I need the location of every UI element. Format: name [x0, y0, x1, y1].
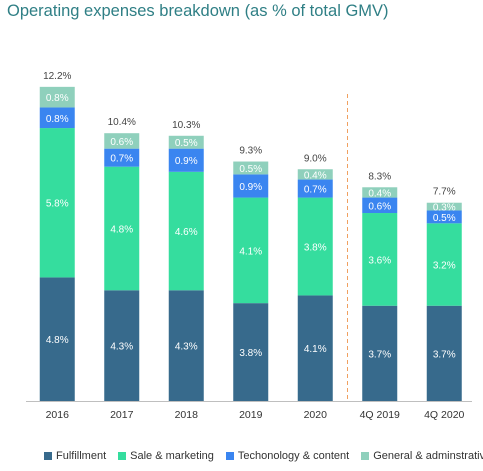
bar-data-label: 4.1%	[304, 344, 327, 355]
chart-title: Operating expenses breakdown (as % of to…	[7, 2, 389, 20]
bar-data-label: 0.5%	[239, 164, 262, 175]
x-tick-label: 2016	[46, 409, 70, 421]
legend-swatch	[118, 452, 127, 460]
bar-segment	[426, 202, 462, 211]
x-tick-label: 4Q 2020	[424, 409, 464, 421]
bar-data-label: 5.8%	[46, 199, 69, 210]
bar-data-label: 3.6%	[368, 255, 391, 266]
bar-data-label: 4.8%	[46, 335, 69, 346]
bar-segment	[39, 128, 75, 278]
chart-legend: Fulfillment Sale & marketing Techonology &…	[44, 450, 483, 462]
legend-swatch	[225, 452, 234, 460]
bar-segment	[233, 303, 269, 401]
bar-segment	[362, 305, 398, 401]
bar-segment	[104, 133, 140, 149]
bar-data-label: 0.7%	[304, 185, 327, 196]
bar-data-label: 3.7%	[368, 349, 391, 360]
bar-segment	[233, 174, 269, 198]
bar-data-label: 0.8%	[46, 93, 69, 104]
bar-segment	[168, 290, 204, 401]
bar-data-label: 4.6%	[175, 227, 198, 238]
bar-data-label: 0.8%	[46, 114, 69, 125]
bar-segment	[168, 148, 204, 172]
bar-segment	[362, 187, 398, 198]
bar-data-label: 0.9%	[239, 182, 262, 193]
bar-segment	[39, 277, 75, 401]
bar-segment	[297, 169, 333, 180]
bar-data-label: 0.9%	[175, 156, 198, 167]
bar-segment	[233, 197, 269, 304]
bar-segment	[297, 295, 333, 401]
x-tick-label: 2018	[175, 409, 199, 421]
bar-data-label: 3.7%	[433, 349, 456, 360]
x-tick-label: 4Q 2019	[360, 409, 400, 421]
bar-data-label: 4.8%	[110, 224, 133, 235]
legend-label: General & adminstrative	[373, 450, 483, 462]
bar-segment	[39, 107, 75, 129]
bar-data-label: 3.8%	[239, 348, 262, 359]
legend-item: Fulfillment	[44, 450, 106, 462]
bar-total-label: 10.4%	[108, 117, 136, 128]
bar-segment	[297, 179, 333, 198]
bar-segment	[168, 135, 204, 149]
legend-item: Sale & marketing	[118, 450, 214, 462]
legend-swatch	[361, 452, 370, 460]
bar-segment	[39, 86, 75, 108]
legend-label: Fulfillment	[56, 450, 107, 462]
bar-segment	[426, 305, 462, 401]
bar-total-label: 10.3%	[172, 120, 200, 131]
bar-segment	[168, 171, 204, 291]
bar-segment	[297, 197, 333, 296]
bar-segment	[104, 290, 140, 401]
bar-total-label: 12.2%	[43, 71, 71, 82]
bar-segment	[426, 210, 462, 224]
legend-item: Techonology & content	[225, 450, 350, 462]
bar-data-label: 0.5%	[433, 213, 456, 224]
bar-data-label: 4.1%	[239, 246, 262, 257]
bar-data-label: 0.6%	[368, 201, 391, 212]
bar-segment	[362, 213, 398, 306]
x-tick-label: 2019	[239, 409, 263, 421]
legend-item: General & adminstrative	[361, 450, 483, 462]
bar-data-label: 3.8%	[304, 243, 327, 254]
bar-segment	[426, 223, 462, 306]
bar-data-label: 0.7%	[110, 154, 133, 165]
bar-data-label: 3.2%	[433, 261, 456, 272]
x-tick-label: 2020	[304, 409, 328, 421]
bar-total-label: 9.3%	[239, 146, 262, 157]
legend-label: Sale & marketing	[130, 450, 214, 462]
bar-segment	[104, 148, 140, 167]
bar-segment	[362, 197, 398, 214]
bar-data-label: 0.5%	[175, 138, 198, 149]
x-tick-label: 2017	[110, 409, 134, 421]
legend-swatch	[44, 452, 52, 460]
bar-data-label: 0.4%	[368, 188, 391, 199]
bar-data-label: 0.3%	[433, 203, 456, 214]
bar-segment	[233, 161, 269, 175]
bar-segment	[104, 166, 140, 291]
bar-data-label: 4.3%	[175, 342, 198, 353]
bar-total-label: 7.7%	[433, 187, 456, 198]
bar-data-label: 4.3%	[110, 342, 133, 353]
bar-data-label: 0.6%	[110, 137, 133, 148]
bar-data-label: 0.4%	[304, 170, 327, 181]
bar-total-label: 9.0%	[304, 153, 327, 164]
legend-label: Techonology & content	[237, 450, 350, 462]
bar-total-label: 8.3%	[368, 171, 391, 182]
